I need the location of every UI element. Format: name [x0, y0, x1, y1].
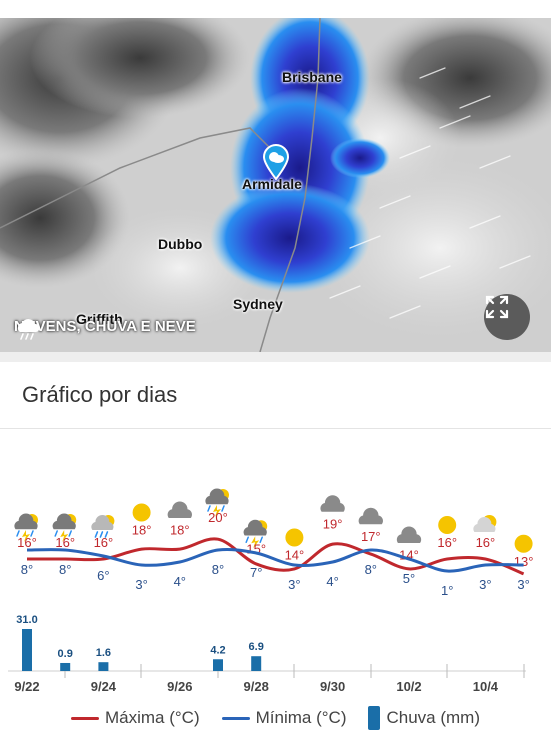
sunny-icon [285, 528, 304, 547]
city-label-sydney: Sydney [233, 296, 283, 312]
min-temp-label: 8° [21, 562, 33, 577]
cloud-rain-icon [17, 319, 40, 340]
min-temp-label: 1° [441, 583, 453, 598]
map-layer-text: NUVENS, CHUVA E NEVE [14, 318, 196, 335]
rain-bar [213, 659, 223, 671]
sunny-icon [514, 534, 533, 553]
max-temp-label: 14° [285, 548, 305, 563]
max-temp-label: 18° [132, 523, 152, 538]
cloudy-icon [320, 495, 345, 512]
max-temp-label: 19° [323, 516, 343, 531]
legend-swatch-min [221, 716, 250, 720]
legend-label-rain: Chuva (mm) [386, 708, 480, 727]
x-tick-label: 9/30 [320, 679, 345, 694]
thunderstorm-icon [243, 519, 268, 549]
city-label-dubbo: Dubbo [158, 236, 203, 252]
top-status-strip [0, 0, 551, 18]
weather-radar-map[interactable]: Brisbane Armidale Dubbo Sydney Griffith … [0, 18, 551, 352]
cloudy-icon [396, 526, 422, 543]
max-temp-label: 18° [170, 523, 190, 538]
legend-swatch-rain [368, 706, 381, 730]
max-temp-line [27, 537, 525, 576]
rain-value-label: 1.6 [96, 647, 111, 659]
section-title: Gráfico por dias [22, 382, 178, 407]
map-background [0, 18, 551, 352]
city-label-griffith: Griffith [76, 311, 123, 327]
x-tick-label: 9/22 [14, 679, 39, 694]
max-temp-label: 16° [55, 535, 75, 550]
daily-forecast-chart[interactable]: 16° 16° 16°18° 18°20°15° 14°19°17°14°16° 16°1… [0, 432, 551, 702]
thunderstorm-icon [52, 513, 77, 542]
x-tick-label: 10/4 [473, 679, 499, 694]
partly-cloudy-icon [473, 515, 497, 532]
rain-value-label: 31.0 [16, 614, 37, 626]
cloudy-icon [167, 501, 192, 518]
min-temp-label: 8° [212, 562, 224, 577]
legend-label-max: Máxima (°C) [104, 708, 200, 727]
min-temp-label: 3° [479, 577, 491, 592]
rain-value-label: 6.9 [249, 641, 264, 653]
thunderstorm-icon [14, 513, 38, 542]
title-divider [0, 428, 551, 429]
x-tick-label: 9/26 [167, 679, 192, 694]
legend-swatch-max [70, 716, 99, 720]
min-temp-label: 3° [135, 577, 147, 592]
rain-bar [251, 656, 262, 671]
sunny-icon [132, 503, 151, 522]
map-layer-label: NUVENS, CHUVA E NEVE [14, 318, 196, 340]
max-temp-label: 16° [94, 535, 114, 550]
cloudy-icon [358, 507, 383, 525]
min-temp-label: 7° [250, 565, 262, 580]
legend-item-rain: Chuva (mm) [368, 706, 480, 730]
rain-bar [98, 662, 109, 671]
chart-legend: Máxima (°C) Mínima (°C) Chuva (mm) [0, 706, 551, 730]
rain-bar [60, 662, 71, 671]
min-temp-label: 5° [403, 571, 415, 586]
min-temp-label: 6° [97, 568, 109, 583]
x-tick-label: 9/24 [91, 679, 117, 694]
rain-bar [22, 629, 32, 671]
min-temp-label: 4° [174, 574, 186, 589]
fullscreen-button[interactable] [484, 294, 530, 340]
max-temp-label: 16° [437, 535, 457, 550]
min-temp-label: 3° [288, 577, 300, 592]
thunderstorm-icon [205, 488, 229, 517]
min-temp-line [26, 547, 524, 573]
min-temp-label: 8° [365, 562, 377, 577]
x-tick-label: 10/2 [396, 679, 421, 694]
sunny-icon [438, 516, 457, 534]
expand-icon [485, 295, 509, 319]
rain-value-label: 0.9 [58, 648, 73, 660]
min-temp-label: 8° [59, 562, 71, 577]
legend-item-max: Máxima (°C) [70, 708, 200, 728]
city-label-brisbane: Brisbane [282, 69, 342, 85]
min-temp-label: 3° [517, 577, 529, 592]
x-tick-label: 9/28 [244, 679, 269, 694]
max-temp-label: 16° [17, 535, 37, 550]
legend-item-min: Mínima (°C) [221, 708, 347, 728]
section-separator [0, 352, 551, 362]
max-temp-label: 17° [361, 529, 381, 544]
legend-label-min: Mínima (°C) [255, 708, 347, 727]
location-pin-weather-icon[interactable] [262, 144, 290, 180]
partly-cloudy-rain-icon [91, 515, 115, 538]
max-temp-label: 20° [208, 510, 228, 525]
rain-value-label: 4.2 [210, 644, 225, 656]
city-label-armidale: Armidale [242, 176, 302, 192]
min-temp-label: 4° [326, 574, 338, 589]
max-temp-label: 16° [476, 535, 496, 550]
